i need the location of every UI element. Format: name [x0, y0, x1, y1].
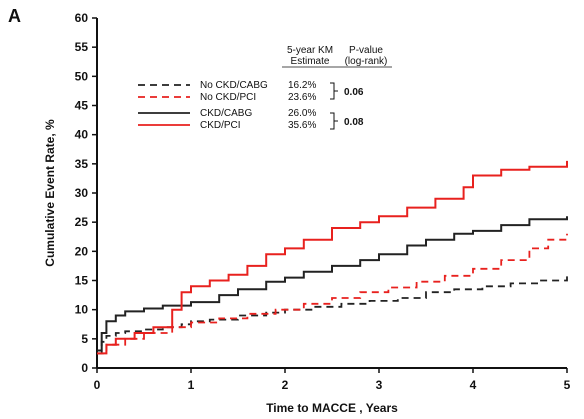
legend-label: No CKD/PCI — [200, 92, 256, 103]
x-tick-label: 4 — [470, 378, 477, 392]
legend-estimate: 35.6% — [288, 120, 316, 131]
x-tick-label: 5 — [564, 378, 571, 392]
y-tick-label: 15 — [75, 274, 89, 288]
y-tick-label: 20 — [75, 244, 89, 258]
y-tick-label: 50 — [75, 69, 89, 83]
x-tick-label: 0 — [94, 378, 101, 392]
legend-estimate-header-1: 5-year KM — [287, 45, 333, 56]
legend-label: CKD/CABG — [200, 108, 252, 119]
series-layer — [97, 160, 568, 355]
series-line-ckd-cabg — [97, 216, 568, 352]
legend-estimate: 23.6% — [288, 92, 316, 103]
y-tick-label: 60 — [75, 11, 89, 25]
panel-label: A — [8, 6, 21, 26]
legend-rows: No CKD/CABG 16.2% No CKD/PCI 23.6% CKD/CABG 2… — [138, 80, 316, 131]
y-tick-label: 40 — [75, 128, 89, 142]
axes — [96, 18, 567, 369]
series-line-no-ckd-pci — [97, 233, 568, 355]
y-tick-label: 30 — [75, 186, 89, 200]
legend-label: CKD/PCI — [200, 120, 241, 131]
x-tick-label: 3 — [376, 378, 383, 392]
y-ticks: 0 5 10 15 20 25 30 35 40 45 50 55 60 — [75, 11, 97, 375]
pvalue-bracket-1 — [330, 82, 338, 100]
pvalue-bracket-2 — [330, 112, 338, 130]
legend: 5-year KM Estimate P-value (log-rank) No… — [138, 45, 392, 131]
y-tick-label: 45 — [75, 99, 89, 113]
y-axis-label: Cumulative Event Rate, % — [43, 119, 57, 267]
series-line-no-ckd-cabg — [97, 275, 568, 355]
legend-estimate: 26.0% — [288, 108, 316, 119]
legend-estimate: 16.2% — [288, 80, 316, 91]
series-line-ckd-pci — [97, 160, 568, 355]
pvalue-2: 0.08 — [344, 117, 364, 128]
y-tick-label: 35 — [75, 157, 89, 171]
y-tick-label: 10 — [75, 303, 89, 317]
legend-pvalue-header-2: (log-rank) — [345, 56, 388, 67]
legend-label: No CKD/CABG — [200, 80, 268, 91]
x-tick-label: 2 — [282, 378, 289, 392]
y-tick-label: 25 — [75, 215, 89, 229]
x-tick-label: 1 — [188, 378, 195, 392]
pvalue-1: 0.06 — [344, 87, 364, 98]
x-ticks: 0 1 2 3 4 5 — [94, 368, 571, 392]
legend-pvalue-header-1: P-value — [349, 45, 383, 56]
y-tick-label: 0 — [81, 361, 88, 375]
y-tick-label: 55 — [75, 40, 89, 54]
legend-estimate-header-2: Estimate — [291, 56, 330, 67]
y-tick-label: 5 — [81, 332, 88, 346]
x-axis-label: Time to MACCE , Years — [266, 401, 398, 415]
